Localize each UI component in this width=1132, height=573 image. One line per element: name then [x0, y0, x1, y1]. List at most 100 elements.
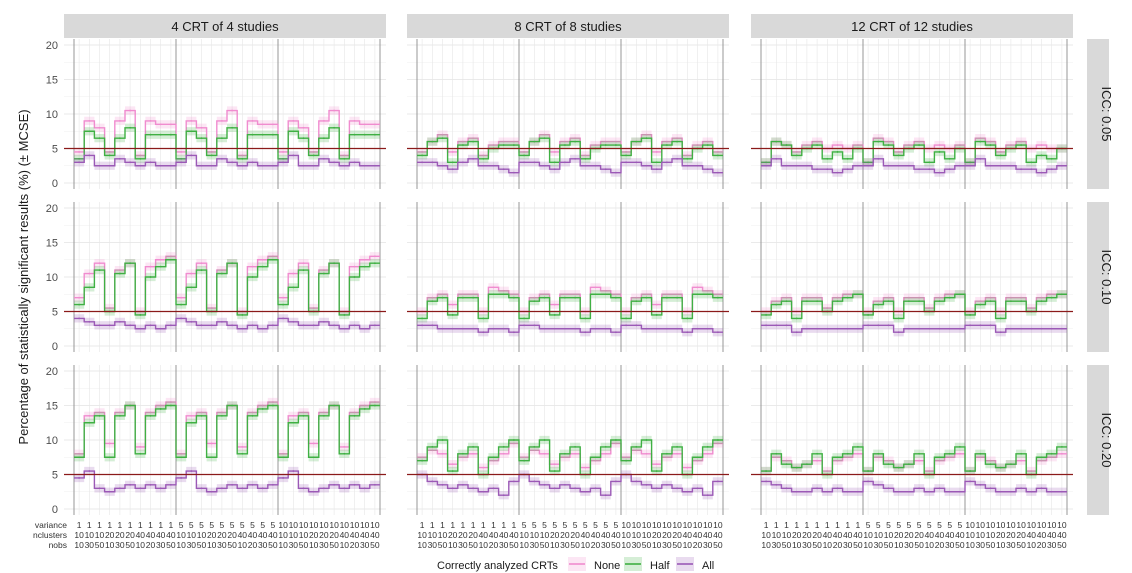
data-point	[615, 171, 617, 174]
x-tick-label-variance: 1	[764, 520, 769, 530]
data-point	[1020, 168, 1022, 171]
data-point	[190, 154, 193, 157]
x-tick-label-nobs: 30	[258, 540, 268, 550]
x-tick-label-nclusters: 10	[884, 530, 894, 540]
data-point	[948, 157, 951, 160]
data-point	[323, 411, 325, 414]
x-tick-label-nobs: 30	[458, 540, 468, 550]
x-tick-label-nclusters: 40	[713, 530, 723, 540]
x-tick-label-nclusters: 20	[1016, 530, 1026, 540]
data-point	[462, 144, 464, 146]
data-point	[999, 151, 1002, 153]
data-point	[836, 300, 839, 303]
x-tick-label-nobs: 20	[591, 540, 601, 550]
data-point	[857, 144, 859, 146]
data-point	[1040, 487, 1043, 490]
data-point	[451, 303, 454, 306]
data-point	[897, 154, 900, 157]
data-point	[472, 140, 474, 143]
data-point	[210, 151, 213, 153]
data-point	[666, 452, 668, 455]
x-tick-label-variance: 1	[128, 520, 133, 530]
data-point	[625, 317, 627, 320]
data-point	[846, 452, 849, 455]
data-point	[635, 161, 638, 164]
data-point	[431, 324, 434, 327]
data-point	[272, 324, 274, 327]
data-point	[523, 154, 525, 157]
mcse-ribbon-half	[74, 123, 380, 163]
x-tick-label-variance: 5	[603, 520, 608, 530]
data-point	[928, 490, 931, 493]
data-point	[615, 296, 617, 299]
data-point	[897, 331, 900, 334]
data-point	[887, 144, 890, 146]
data-point	[1040, 327, 1043, 330]
panel	[407, 202, 729, 352]
data-point	[594, 144, 597, 146]
data-point	[625, 324, 627, 327]
mcse-ribbon-all	[417, 154, 723, 177]
x-axis-row-label: nobs	[49, 540, 67, 550]
panel	[407, 365, 729, 515]
data-point	[635, 446, 638, 448]
data-point	[374, 164, 376, 167]
data-point	[462, 293, 464, 296]
data-point	[502, 452, 505, 455]
data-point	[969, 324, 971, 327]
data-point	[676, 137, 678, 140]
data-point	[482, 164, 485, 167]
data-point	[98, 137, 101, 140]
data-point	[180, 296, 183, 299]
x-tick-label-nobs: 50	[268, 540, 278, 550]
data-point	[887, 300, 890, 303]
data-point	[98, 487, 101, 490]
data-point	[129, 483, 132, 486]
data-point	[231, 262, 234, 265]
data-point	[78, 456, 80, 459]
data-point	[785, 144, 788, 146]
data-point	[139, 157, 142, 160]
x-tick-label-nobs: 50	[642, 540, 652, 550]
x-tick-label-nclusters: 40	[591, 530, 601, 540]
x-tick-label-variance: 1	[512, 520, 517, 530]
data-point	[1050, 327, 1053, 330]
step-line-all	[74, 470, 380, 493]
data-point	[492, 164, 495, 167]
data-point	[170, 404, 172, 407]
data-point	[333, 262, 335, 265]
x-tick-label-variance: 1	[138, 520, 143, 530]
data-point	[1040, 154, 1043, 157]
data-point	[928, 327, 931, 330]
data-point	[1020, 140, 1022, 143]
data-point	[302, 414, 305, 417]
data-point	[553, 327, 556, 330]
data-point	[846, 327, 849, 330]
data-point	[959, 327, 961, 330]
data-point	[282, 303, 284, 306]
data-point	[765, 480, 767, 483]
data-point	[221, 272, 223, 275]
x-tick-label-variance: 5	[522, 520, 527, 530]
data-point	[251, 483, 254, 486]
data-point	[979, 456, 982, 459]
data-point	[775, 456, 778, 459]
data-point	[635, 296, 638, 299]
data-point	[210, 154, 213, 157]
data-point	[482, 466, 485, 469]
data-point	[1010, 490, 1012, 493]
x-tick-label-nclusters: 40	[479, 530, 489, 540]
data-point	[441, 164, 444, 167]
data-point	[363, 258, 366, 261]
x-tick-label-variance: 5	[896, 520, 901, 530]
data-point	[323, 414, 325, 417]
x-tick-label-nclusters: 40	[166, 530, 176, 540]
data-point	[98, 414, 101, 417]
data-point	[231, 483, 234, 486]
data-point	[78, 303, 80, 306]
data-point	[645, 133, 648, 136]
data-point	[492, 286, 495, 289]
data-point	[1020, 296, 1022, 299]
data-point	[363, 123, 366, 126]
x-tick-label-nobs: 30	[156, 540, 166, 550]
